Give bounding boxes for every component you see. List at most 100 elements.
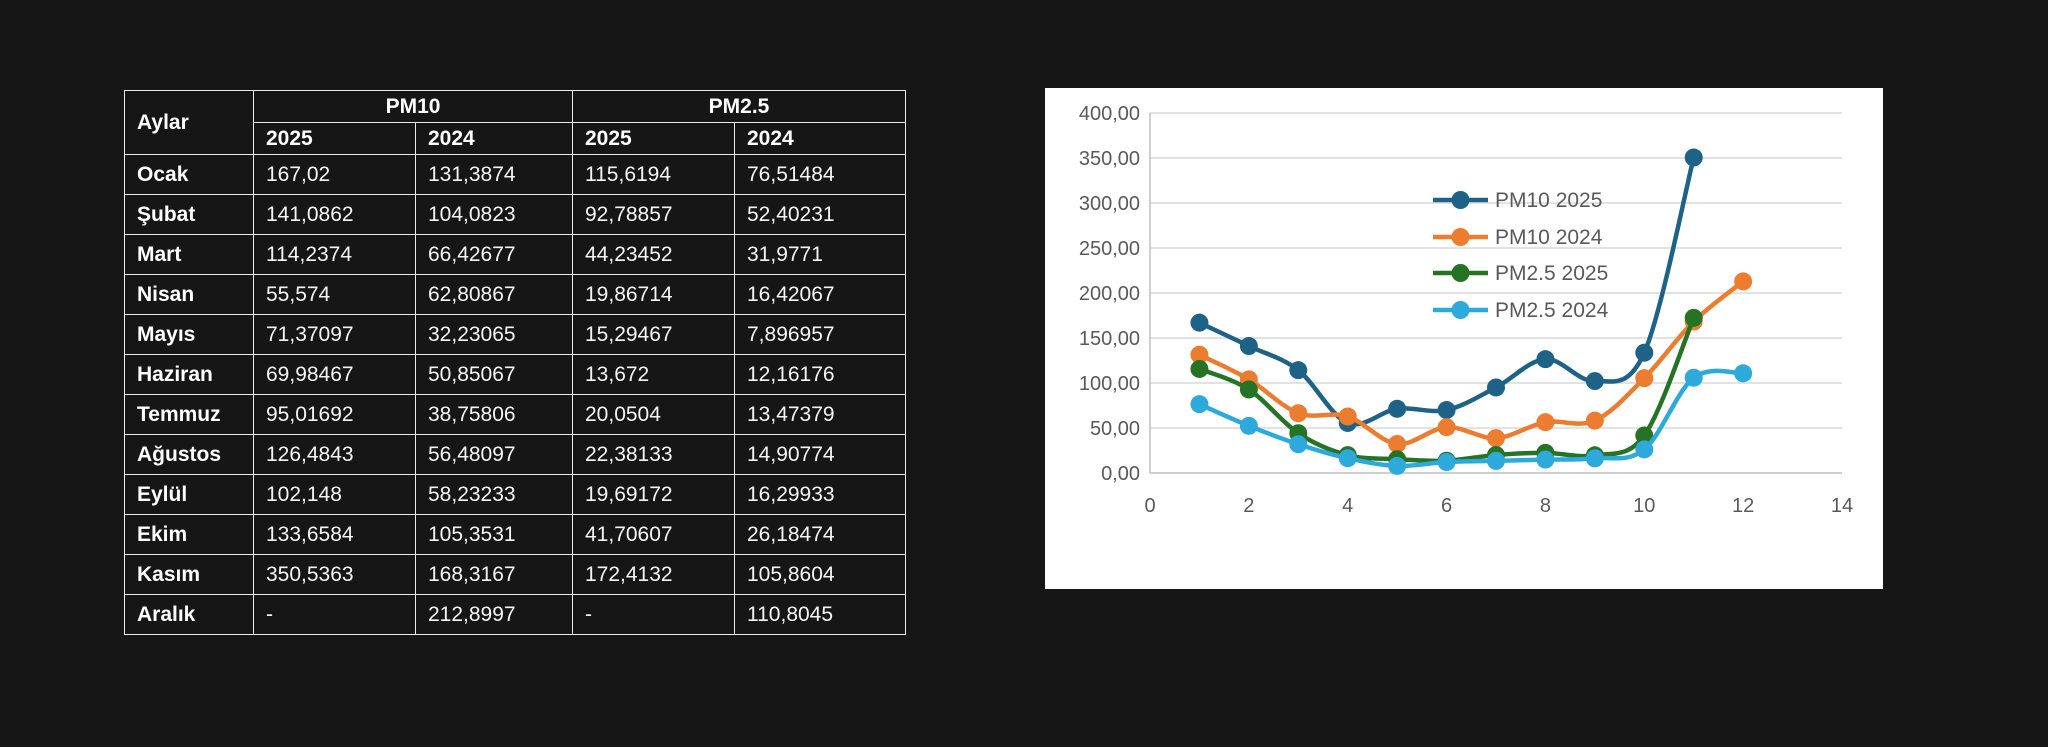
value-cell: 102,148 xyxy=(253,474,416,515)
data-point-marker xyxy=(1388,434,1407,453)
data-point-marker xyxy=(1239,416,1258,435)
value-cell: 126,4843 xyxy=(253,434,416,475)
value-cell: 13,672 xyxy=(572,354,735,395)
data-point-marker xyxy=(1487,429,1505,448)
series-line xyxy=(1197,155,1696,427)
data-point-marker xyxy=(1635,440,1654,459)
data-point-marker xyxy=(1585,449,1604,468)
column-header-pm10-2025: 2025 xyxy=(253,122,416,155)
month-cell: Eylül xyxy=(124,474,254,515)
data-point-marker xyxy=(1338,407,1357,426)
legend-marker xyxy=(1451,301,1470,319)
table-row: Nisan 55,574 62,80867 19,86714 16,42067 xyxy=(124,274,906,315)
x-axis-tick-label: 14 xyxy=(1831,495,1853,517)
column-header-months: Aylar xyxy=(124,90,254,155)
data-point-marker xyxy=(1388,456,1407,475)
y-axis-tick-label: 350,00 xyxy=(1079,148,1140,170)
x-axis-tick-label: 8 xyxy=(1540,495,1551,517)
value-cell: 13,47379 xyxy=(734,394,906,435)
legend-label: PM10 2025 xyxy=(1495,189,1602,212)
table-row: Ocak 167,02 131,3874 115,6194 76,51484 xyxy=(124,154,906,195)
data-point-marker xyxy=(1437,453,1456,472)
data-point-marker xyxy=(1536,413,1555,432)
value-cell: 172,4132 xyxy=(572,554,735,595)
month-cell: Mayıs xyxy=(124,314,254,355)
value-cell: 44,23452 xyxy=(572,234,735,275)
table-row: Kasım 350,5363 168,3167 172,4132 105,8604 xyxy=(124,554,906,595)
value-cell: 105,8604 xyxy=(734,554,906,595)
y-axis-tick-label: 0,00 xyxy=(1101,463,1140,485)
value-cell: 22,38133 xyxy=(572,434,735,475)
data-point-marker xyxy=(1635,426,1654,445)
x-axis-tick-label: 4 xyxy=(1342,495,1353,517)
value-cell: 104,0823 xyxy=(415,194,573,235)
value-cell: 31,9771 xyxy=(734,234,906,275)
table-row: Ekim 133,6584 105,3531 41,70607 26,18474 xyxy=(124,514,906,555)
column-group-pm25: PM2.5 xyxy=(572,90,906,123)
table-body: Ocak 167,02 131,3874 115,6194 76,51484 Şubat 1… xyxy=(124,154,906,635)
legend-marker xyxy=(1451,191,1470,209)
legend-marker xyxy=(1451,228,1470,246)
value-cell: 15,29467 xyxy=(572,314,735,355)
data-point-marker xyxy=(1635,343,1654,362)
table-row: Şubat 141,0862 104,0823 92,78857 52,40231 xyxy=(124,194,906,235)
value-cell: 26,18474 xyxy=(734,514,906,555)
value-cell: 115,6194 xyxy=(572,154,735,195)
month-cell: Ekim xyxy=(124,514,254,555)
value-cell: 19,69172 xyxy=(572,474,735,515)
value-cell: 7,896957 xyxy=(734,314,906,355)
value-cell: 38,75806 xyxy=(415,394,573,435)
legend-label: PM10 2024 xyxy=(1495,226,1603,249)
table-row: Temmuz 95,01692 38,75806 20,0504 13,47379 xyxy=(124,394,906,435)
data-point-marker xyxy=(1684,148,1703,167)
month-cell: Nisan xyxy=(124,274,254,315)
value-cell: 350,5363 xyxy=(253,554,416,595)
table-row: Aralık -212,8997-110,8045 xyxy=(124,594,906,635)
column-header-pm25-2025: 2025 xyxy=(572,122,735,155)
data-point-marker xyxy=(1585,372,1604,391)
data-point-marker xyxy=(1684,368,1703,387)
value-cell: 32,23065 xyxy=(415,314,573,355)
y-axis-tick-label: 200,00 xyxy=(1079,283,1140,305)
data-point-marker xyxy=(1289,404,1308,423)
value-cell: 71,37097 xyxy=(253,314,416,355)
value-cell: 69,98467 xyxy=(253,354,416,395)
value-cell: 66,42677 xyxy=(415,234,573,275)
value-cell: - xyxy=(572,594,735,635)
data-point-marker xyxy=(1487,451,1505,470)
month-cell: Aralık xyxy=(124,594,254,635)
data-point-marker xyxy=(1190,313,1209,332)
table-row: Eylül 102,148 58,23233 19,69172 16,29933 xyxy=(124,474,906,515)
data-point-marker xyxy=(1734,272,1753,291)
x-axis-tick-label: 0 xyxy=(1144,495,1155,517)
y-axis-tick-label: 50,00 xyxy=(1090,418,1140,440)
x-axis-tick-label: 2 xyxy=(1243,495,1254,517)
table-row: Mart 114,2374 66,42677 44,23452 31,9771 xyxy=(124,234,906,275)
value-cell: 16,42067 xyxy=(734,274,906,315)
chart-panel: 400,00 350,00 300,00 250,00 200,00 150,00 100,… xyxy=(1045,88,1883,589)
value-cell: 12,16176 xyxy=(734,354,906,395)
y-axis-tick-label: 150,00 xyxy=(1079,328,1140,350)
table-row: Mayıs 71,37097 32,23065 15,29467 7,896957 xyxy=(124,314,906,355)
x-axis-tick-label: 10 xyxy=(1633,495,1655,517)
value-cell: 62,80867 xyxy=(415,274,573,315)
value-cell: 110,8045 xyxy=(734,594,906,635)
table-row: Haziran 69,98467 50,85067 13,672 12,16176 xyxy=(124,354,906,395)
y-axis-tick-label: 250,00 xyxy=(1079,238,1140,260)
y-axis-tick-label: 400,00 xyxy=(1079,103,1140,125)
column-header-pm10-2024: 2024 xyxy=(415,122,573,155)
value-cell: 19,86714 xyxy=(572,274,735,315)
x-axis-tick-label: 6 xyxy=(1441,495,1452,517)
table-row: Ağustos 126,4843 56,48097 22,38133 14,90774 xyxy=(124,434,906,475)
data-point-marker xyxy=(1338,449,1357,468)
month-cell: Şubat xyxy=(124,194,254,235)
column-group-pm10: PM10 xyxy=(253,90,573,123)
data-point-marker xyxy=(1536,350,1555,369)
month-cell: Haziran xyxy=(124,354,254,395)
x-axis-tick-label: 12 xyxy=(1732,495,1754,517)
value-cell: 16,29933 xyxy=(734,474,906,515)
data-point-marker xyxy=(1487,378,1505,397)
column-header-pm25-2024: 2024 xyxy=(734,122,906,155)
value-cell: 50,85067 xyxy=(415,354,573,395)
